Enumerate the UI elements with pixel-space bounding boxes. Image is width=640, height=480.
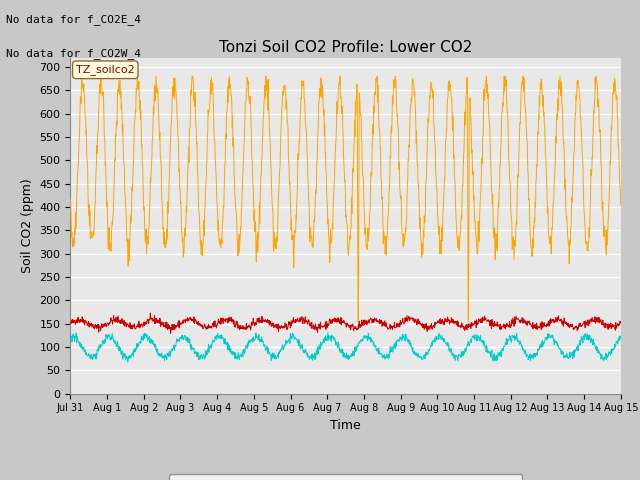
- Tree -8cm: [354, 318, 362, 324]
- Tree2 -8cm: [432, 336, 440, 342]
- Legend: Open -8cm, Tree -8cm, Tree2 -8cm: Open -8cm, Tree -8cm, Tree2 -8cm: [169, 474, 522, 480]
- Tree -8cm: [432, 167, 440, 172]
- Tree2 -8cm: [189, 347, 197, 352]
- Tree -8cm: [552, 140, 560, 145]
- Open -8cm: [252, 320, 259, 325]
- Tree -8cm: [251, 228, 259, 234]
- Tree -8cm: [97, 73, 104, 79]
- Open -8cm: [147, 310, 154, 316]
- Open -8cm: [617, 319, 625, 325]
- Line: Open -8cm: Open -8cm: [70, 313, 621, 333]
- Y-axis label: Soil CO2 (ppm): Soil CO2 (ppm): [21, 178, 34, 273]
- Open -8cm: [67, 320, 74, 325]
- Tree2 -8cm: [617, 335, 625, 341]
- Text: No data for f_CO2W_4: No data for f_CO2W_4: [6, 48, 141, 59]
- Tree2 -8cm: [67, 339, 74, 345]
- Open -8cm: [167, 330, 175, 336]
- Tree -8cm: [189, 76, 197, 82]
- Tree -8cm: [504, 109, 511, 115]
- Text: TZ_soilco2: TZ_soilco2: [76, 64, 134, 75]
- Tree2 -8cm: [124, 359, 132, 365]
- Open -8cm: [177, 320, 184, 325]
- X-axis label: Time: Time: [330, 419, 361, 432]
- Line: Tree2 -8cm: Tree2 -8cm: [70, 333, 621, 362]
- Tree2 -8cm: [504, 336, 511, 342]
- Title: Tonzi Soil CO2 Profile: Lower CO2: Tonzi Soil CO2 Profile: Lower CO2: [219, 40, 472, 55]
- Open -8cm: [552, 315, 560, 321]
- Tree2 -8cm: [72, 330, 80, 336]
- Text: No data for f_CO2E_4: No data for f_CO2E_4: [6, 14, 141, 25]
- Tree -8cm: [176, 187, 184, 193]
- Open -8cm: [504, 323, 511, 328]
- Tree2 -8cm: [177, 335, 184, 340]
- Open -8cm: [432, 320, 440, 325]
- Open -8cm: [189, 319, 197, 325]
- Tree -8cm: [67, 197, 74, 203]
- Tree -8cm: [617, 203, 625, 208]
- Line: Tree -8cm: Tree -8cm: [70, 76, 621, 321]
- Tree2 -8cm: [252, 336, 259, 342]
- Tree2 -8cm: [552, 340, 560, 346]
